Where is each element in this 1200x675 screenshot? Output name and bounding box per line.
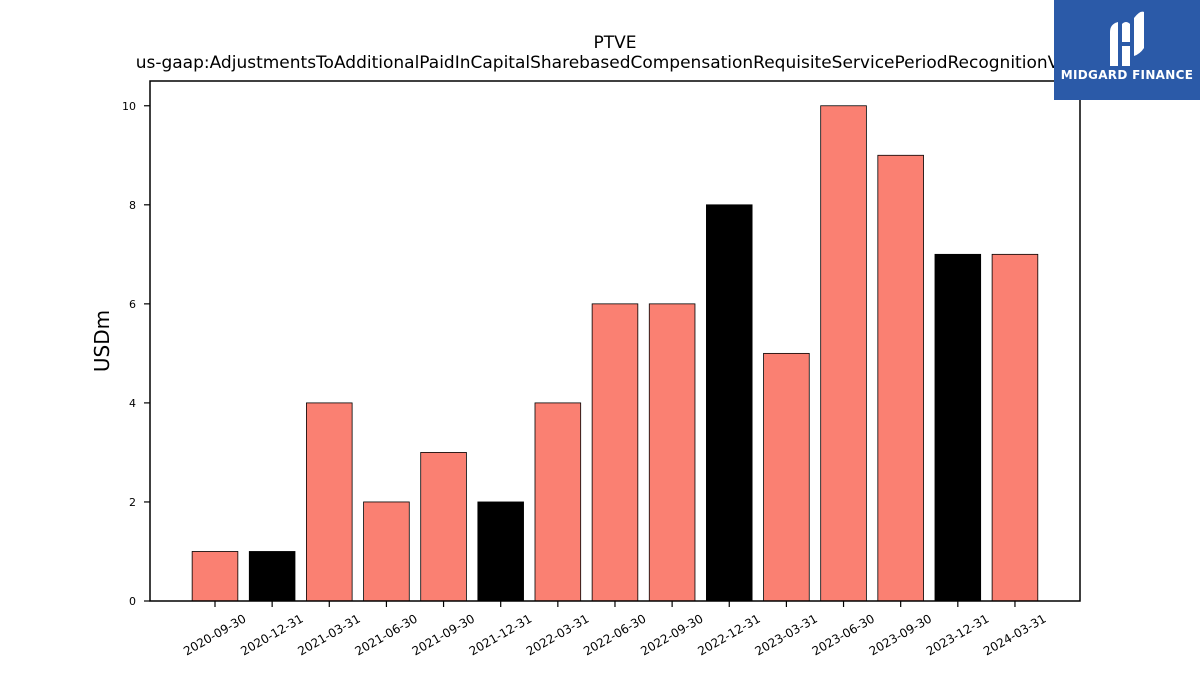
y-axis-label: USDm — [90, 310, 114, 372]
x-tick-label: 2023-09-30 — [867, 611, 934, 658]
bar-2020-09-30 — [191, 551, 239, 602]
x-tick-label: 2021-06-30 — [353, 611, 420, 658]
x-tick-label: 2021-03-31 — [295, 611, 362, 658]
x-tick-label: 2021-12-31 — [467, 611, 534, 658]
x-tick-label: 2023-03-31 — [752, 611, 819, 658]
y-tick-label: 10 — [122, 100, 136, 113]
bar-2023-06-30 — [820, 105, 867, 602]
bar-2021-12-31 — [477, 501, 524, 602]
y-tick-label: 2 — [129, 496, 136, 509]
x-tick-label: 2024-03-31 — [981, 611, 1048, 658]
plot-frame — [149, 80, 1081, 602]
x-tick-label: 2022-09-30 — [638, 611, 705, 658]
bars-group — [191, 105, 1039, 602]
x-tick-label: 2023-06-30 — [810, 611, 877, 658]
x-tick-label: 2020-12-31 — [238, 611, 305, 658]
bar-2021-09-30 — [420, 452, 467, 602]
x-tick-label: 2022-12-31 — [695, 611, 762, 658]
midgard-logo-icon — [1110, 11, 1144, 66]
x-tick-label: 2023-12-31 — [924, 611, 991, 658]
x-tick-label: 2021-09-30 — [410, 611, 477, 658]
y-tick-label: 0 — [129, 595, 136, 608]
bar-2022-06-30 — [591, 303, 639, 602]
x-tick-label: 2022-06-30 — [581, 611, 648, 658]
bar-2022-09-30 — [648, 303, 696, 602]
y-tick-label: 8 — [129, 199, 136, 212]
x-tick-label: 2020-09-30 — [181, 611, 248, 658]
bar-2022-03-31 — [534, 402, 582, 602]
bar-2020-12-31 — [248, 551, 296, 602]
bar-2022-12-31 — [706, 204, 753, 602]
y-axis-ticks: 0 2 4 6 8 10 — [122, 100, 150, 608]
x-tick-label: 2022-03-31 — [524, 611, 591, 658]
chart-title-ticker: PTVE — [593, 33, 636, 53]
midgard-finance-logo: MIDGARD FINANCE — [1054, 0, 1200, 100]
x-axis-ticks: 2020-09-302020-12-312021-03-312021-06-30… — [181, 601, 1048, 658]
bar-2023-12-31 — [934, 253, 982, 602]
logo-text: MIDGARD FINANCE — [1060, 68, 1194, 82]
bar-2021-06-30 — [363, 501, 410, 602]
chart-title-concept: us-gaap:AdjustmentsToAdditionalPaidInCap… — [136, 53, 1095, 73]
y-tick-label: 6 — [129, 298, 136, 311]
bar-2021-03-31 — [306, 402, 353, 602]
y-tick-label: 4 — [129, 397, 136, 410]
bar-2023-09-30 — [877, 154, 924, 602]
bar-2024-03-31 — [991, 253, 1039, 602]
bar-2023-03-31 — [763, 352, 810, 602]
